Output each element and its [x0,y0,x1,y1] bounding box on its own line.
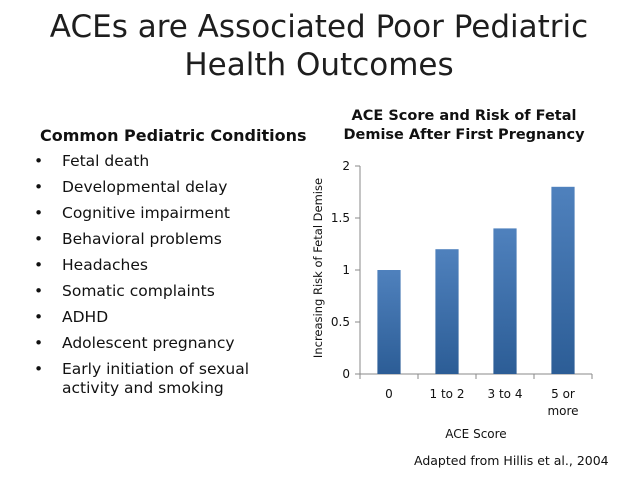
y-axis-label: Increasing Risk of Fetal Demise [311,178,325,358]
bar-chart: Increasing Risk of Fetal Demise 0 0.5 1 1.5… [311,159,593,441]
chart-title: ACE Score and Risk of Fetal Demise After… [330,107,598,145]
condition-text: Developmental delay [62,178,228,196]
bars [377,186,575,374]
y-tick-label: 0.5 [331,315,350,329]
bullet-icon: • [34,282,44,300]
source-note: Adapted from Hillis et al., 2004 [414,453,609,468]
condition-text: Behavioral problems [62,230,222,248]
y-ticks: 0 0.5 1 1.5 2 [331,159,360,381]
condition-text: Cognitive impairment [62,204,230,222]
condition-text: Early initiation of sexual activity and … [62,360,250,397]
condition-text: Headaches [62,256,148,274]
y-tick-label: 1.5 [331,211,350,225]
x-tick-label: 0 [385,387,393,401]
bar [435,249,459,374]
y-tick-label: 1 [342,263,350,277]
condition-text: ADHD [62,308,109,326]
condition-text: Adolescent pregnancy [62,334,235,352]
bullet-icon: • [34,256,44,274]
conditions-list: • Fetal death • Developmental delay • Cogni… [28,152,292,405]
y-axis-title: Increasing Risk of Fetal Demise [311,178,325,358]
condition-item: • Cognitive impairment [28,204,292,223]
condition-item: • Adolescent pregnancy [28,334,292,353]
condition-text: Fetal death [62,152,150,170]
condition-item: • Developmental delay [28,178,292,197]
condition-item: • ADHD [28,308,292,327]
bullet-icon: • [34,152,44,170]
slide-title-line-1: ACEs are Associated Poor Pediatric [49,9,589,45]
condition-item: • Early initiation of sexual activity and… [28,360,292,398]
x-tick-label: 1 to 2 [430,387,465,401]
bar [551,186,575,374]
condition-text: Somatic complaints [62,282,215,300]
chart-title-line-1: ACE Score and Risk of Fetal [351,108,577,124]
bar [493,228,517,374]
slide-title-line-2: Health Outcomes [184,47,454,83]
x-tick-label: 5 or more [547,387,578,418]
bullet-icon: • [34,230,44,248]
conditions-heading: Common Pediatric Conditions [40,126,307,145]
bar [377,270,401,374]
condition-item: • Behavioral problems [28,230,292,249]
slide-title: ACEs are Associated Poor Pediatric Healt… [0,8,638,84]
bullet-icon: • [34,204,44,222]
condition-item: • Headaches [28,256,292,275]
bullet-icon: • [34,178,44,196]
condition-item: • Fetal death [28,152,292,171]
x-axis-label: ACE Score [445,427,506,441]
bullet-icon: • [34,360,44,378]
chart-title-line-2: Demise After First Pregnancy [343,127,585,143]
bullet-icon: • [34,334,44,352]
x-tick-labels: 0 1 to 2 3 to 4 5 or more [385,387,578,418]
y-tick-label: 2 [342,159,350,173]
y-tick-label: 0 [342,367,350,381]
x-ticks [359,374,593,379]
x-tick-label: 3 to 4 [488,387,523,401]
condition-item: • Somatic complaints [28,282,292,301]
bullet-icon: • [34,308,44,326]
